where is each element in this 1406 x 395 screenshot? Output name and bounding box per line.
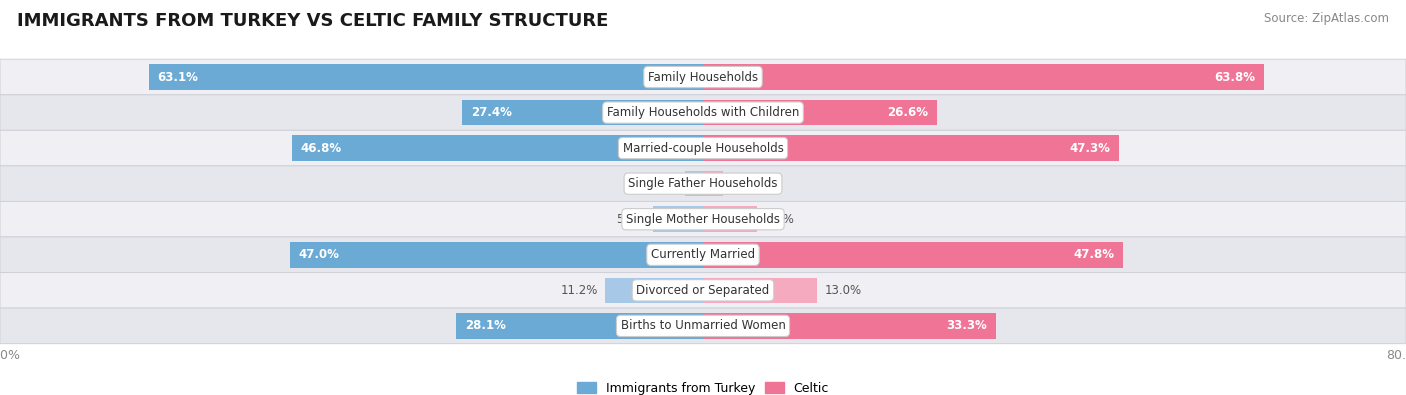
- FancyBboxPatch shape: [0, 237, 1406, 273]
- Text: 11.2%: 11.2%: [560, 284, 598, 297]
- Bar: [703, 64, 1264, 90]
- Text: Divorced or Separated: Divorced or Separated: [637, 284, 769, 297]
- Bar: [703, 100, 936, 125]
- Text: IMMIGRANTS FROM TURKEY VS CELTIC FAMILY STRUCTURE: IMMIGRANTS FROM TURKEY VS CELTIC FAMILY …: [17, 12, 609, 30]
- Text: Family Households: Family Households: [648, 71, 758, 83]
- FancyBboxPatch shape: [0, 201, 1406, 237]
- Text: 6.1%: 6.1%: [763, 213, 793, 226]
- Text: 28.1%: 28.1%: [465, 320, 506, 332]
- Text: 63.8%: 63.8%: [1213, 71, 1256, 83]
- Text: 2.3%: 2.3%: [730, 177, 761, 190]
- Bar: [290, 242, 703, 267]
- Text: 63.1%: 63.1%: [157, 71, 198, 83]
- Text: 47.8%: 47.8%: [1073, 248, 1114, 261]
- FancyBboxPatch shape: [0, 59, 1406, 95]
- Bar: [605, 278, 703, 303]
- Bar: [149, 64, 703, 90]
- Text: 33.3%: 33.3%: [946, 320, 987, 332]
- Text: 13.0%: 13.0%: [824, 284, 862, 297]
- Text: Currently Married: Currently Married: [651, 248, 755, 261]
- FancyBboxPatch shape: [0, 273, 1406, 308]
- Text: Family Households with Children: Family Households with Children: [607, 106, 799, 119]
- Text: 47.0%: 47.0%: [299, 248, 340, 261]
- Legend: Immigrants from Turkey, Celtic: Immigrants from Turkey, Celtic: [572, 377, 834, 395]
- Bar: [703, 171, 723, 196]
- Text: Source: ZipAtlas.com: Source: ZipAtlas.com: [1264, 12, 1389, 25]
- Text: 47.3%: 47.3%: [1069, 142, 1109, 154]
- Bar: [292, 135, 703, 161]
- Bar: [456, 313, 703, 339]
- Bar: [703, 135, 1119, 161]
- Text: Married-couple Households: Married-couple Households: [623, 142, 783, 154]
- Bar: [686, 171, 703, 196]
- Bar: [703, 313, 995, 339]
- FancyBboxPatch shape: [0, 308, 1406, 344]
- FancyBboxPatch shape: [0, 95, 1406, 130]
- Text: 5.7%: 5.7%: [616, 213, 645, 226]
- Text: 2.0%: 2.0%: [648, 177, 678, 190]
- Text: 26.6%: 26.6%: [887, 106, 928, 119]
- Text: Single Father Households: Single Father Households: [628, 177, 778, 190]
- Text: Single Mother Households: Single Mother Households: [626, 213, 780, 226]
- Bar: [703, 242, 1123, 267]
- Bar: [463, 100, 703, 125]
- Bar: [703, 278, 817, 303]
- Text: Births to Unmarried Women: Births to Unmarried Women: [620, 320, 786, 332]
- Bar: [703, 207, 756, 232]
- FancyBboxPatch shape: [0, 166, 1406, 201]
- Text: 27.4%: 27.4%: [471, 106, 512, 119]
- FancyBboxPatch shape: [0, 130, 1406, 166]
- Bar: [652, 207, 703, 232]
- Text: 46.8%: 46.8%: [301, 142, 342, 154]
